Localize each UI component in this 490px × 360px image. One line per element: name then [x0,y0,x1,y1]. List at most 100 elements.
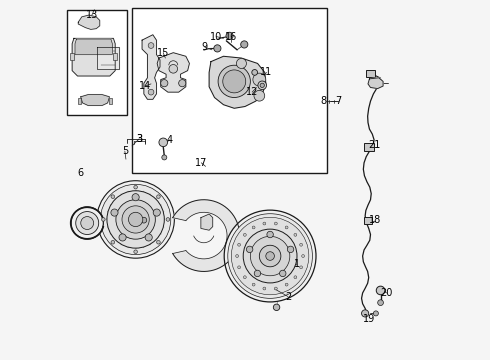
Circle shape [179,80,186,87]
Circle shape [252,226,255,229]
Circle shape [273,304,280,311]
Circle shape [294,276,297,279]
Text: 14: 14 [139,81,151,91]
Text: 10: 10 [210,32,222,41]
Text: 1: 1 [294,259,300,269]
Circle shape [260,83,265,87]
Circle shape [238,266,241,269]
Text: 19: 19 [363,314,375,324]
Circle shape [250,236,290,276]
Circle shape [122,206,149,233]
Polygon shape [81,95,109,105]
Bar [113,53,117,60]
Circle shape [236,255,239,257]
Polygon shape [78,15,100,30]
Circle shape [228,214,313,298]
Circle shape [218,65,250,98]
Text: 17: 17 [195,158,207,168]
Circle shape [376,286,385,295]
Text: 6: 6 [77,168,83,178]
Circle shape [294,233,297,236]
Text: 11: 11 [260,67,272,77]
Circle shape [243,229,297,283]
Text: 2: 2 [285,292,291,302]
Circle shape [162,155,167,160]
Circle shape [76,212,98,234]
Circle shape [97,181,174,258]
Text: 20: 20 [380,288,393,298]
Polygon shape [72,39,115,76]
Circle shape [373,311,378,316]
Circle shape [279,270,286,277]
Text: 5: 5 [122,146,128,156]
Circle shape [224,210,316,302]
Polygon shape [201,214,213,230]
Circle shape [252,69,258,75]
Text: 4: 4 [167,135,173,145]
Circle shape [254,270,261,277]
Circle shape [246,246,253,253]
Circle shape [107,191,164,248]
Circle shape [253,73,266,86]
Circle shape [231,217,309,295]
Polygon shape [142,35,160,99]
Circle shape [263,287,266,290]
Text: 13: 13 [86,10,98,20]
Circle shape [252,283,255,286]
Circle shape [263,222,266,225]
Polygon shape [368,78,383,89]
Bar [109,98,112,104]
Circle shape [169,64,177,73]
Circle shape [159,138,168,147]
Text: 3: 3 [136,134,142,144]
Circle shape [153,209,160,216]
Circle shape [166,218,170,221]
Circle shape [134,250,137,253]
Circle shape [378,300,383,306]
Circle shape [119,234,126,241]
Text: 21: 21 [368,140,381,150]
Circle shape [226,32,233,40]
Bar [364,143,374,151]
Circle shape [111,240,115,244]
Circle shape [236,58,246,68]
Circle shape [100,184,171,255]
Circle shape [302,255,304,257]
Circle shape [285,283,288,286]
Circle shape [71,207,103,239]
Circle shape [258,81,267,90]
Text: 3: 3 [136,134,142,144]
Circle shape [285,226,288,229]
Circle shape [141,217,147,223]
Polygon shape [209,56,266,108]
Circle shape [101,218,105,221]
Text: 16: 16 [225,32,238,41]
Circle shape [287,246,294,253]
Circle shape [128,212,143,226]
Circle shape [238,243,241,246]
Circle shape [157,240,160,244]
Circle shape [267,231,273,238]
Circle shape [300,243,302,246]
Circle shape [244,233,246,236]
Bar [366,70,375,77]
Bar [132,8,327,173]
Bar [364,217,371,224]
Text: 9: 9 [202,42,208,52]
Polygon shape [157,53,190,92]
Circle shape [134,185,137,189]
Circle shape [116,200,155,239]
Circle shape [145,234,152,241]
Bar [71,53,74,60]
Text: 12: 12 [246,87,258,97]
Polygon shape [172,200,240,271]
Circle shape [300,266,302,269]
Circle shape [111,195,115,198]
Circle shape [157,195,160,198]
Circle shape [244,276,246,279]
Text: 8: 8 [320,96,326,106]
Text: 15: 15 [157,48,170,58]
Circle shape [214,45,221,52]
Circle shape [148,42,154,48]
Circle shape [223,70,245,93]
